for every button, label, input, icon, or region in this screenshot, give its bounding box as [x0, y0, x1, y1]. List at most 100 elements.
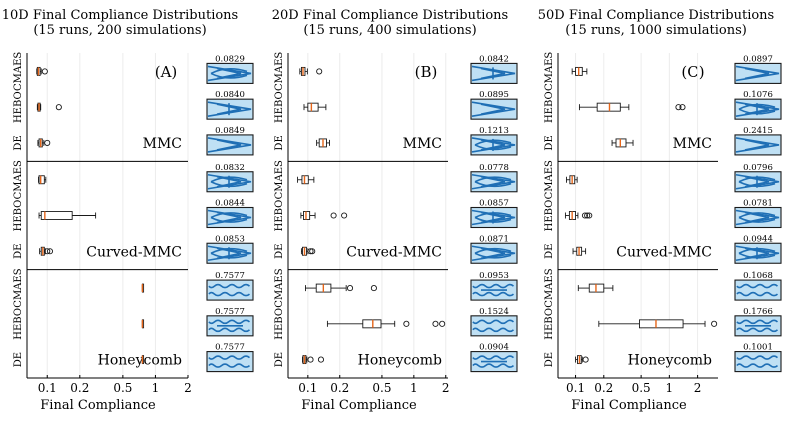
best-design-thumbnail	[206, 315, 254, 337]
best-design-thumbnail	[470, 206, 518, 229]
thumbnail-stroke	[210, 252, 248, 259]
group-label: MMC	[673, 136, 712, 152]
best-design-thumbnail	[470, 279, 518, 301]
thumbnail-stroke	[208, 291, 251, 297]
row-label: CMAES	[544, 52, 555, 91]
best-design-thumbnail	[206, 242, 254, 264]
group-label: MMC	[403, 136, 442, 152]
row-label: HEBO	[274, 200, 285, 232]
best-design-thumbnail	[734, 279, 782, 301]
x-tick-label: 0.5	[113, 381, 132, 395]
thumbnail-stroke	[474, 247, 512, 254]
row-label: DE	[274, 135, 285, 150]
box	[307, 102, 319, 112]
x-tick-label: 0.1	[38, 381, 57, 395]
row-label: CMAES	[544, 268, 555, 307]
row-label: HEBO	[13, 200, 24, 232]
outlier-point	[346, 285, 354, 292]
row-label: HEBO	[544, 308, 555, 340]
thumbnail-stroke	[474, 139, 512, 146]
row-label: DE	[13, 352, 24, 367]
thumbnail-stroke	[738, 216, 776, 223]
best-design-thumbnail	[470, 315, 518, 337]
thumbnail-stroke	[216, 175, 242, 188]
best-value-label: 0.0842	[479, 54, 509, 64]
thumbnail-stroke	[736, 291, 779, 297]
thumbnail-stroke	[210, 176, 248, 183]
row-label: CMAES	[274, 52, 285, 91]
row-label: CMAES	[274, 160, 285, 199]
best-design-thumbnail	[206, 98, 254, 120]
thumbnail-stroke	[738, 181, 776, 188]
row-label: DE	[544, 135, 555, 150]
panel-a: 10D Final Compliance Distributions (15 r…	[2, 8, 254, 413]
row-label: HEBO	[544, 91, 555, 123]
group-label: Honeycomb	[98, 353, 182, 369]
x-tick-label: 1	[410, 381, 418, 395]
best-value-label: 0.0844	[215, 199, 245, 209]
panel-c-xlabel: Final Compliance	[571, 398, 687, 413]
best-design-thumbnail	[734, 242, 782, 264]
x-tick-label: 0.2	[330, 381, 349, 395]
best-value-label: 0.0944	[743, 234, 773, 244]
best-value-label: 0.0953	[479, 271, 509, 281]
thumbnail-stroke	[216, 139, 242, 151]
thumbnail-stroke	[216, 67, 242, 80]
best-value-label: 0.0796	[743, 163, 773, 173]
group-label: Curved-MMC	[346, 244, 442, 260]
thumbnail-stroke	[216, 247, 242, 260]
thumbnail-stroke	[736, 355, 779, 360]
best-design-thumbnail	[734, 171, 782, 193]
thumbnail-stroke	[474, 176, 512, 183]
best-design-thumbnail	[734, 351, 782, 373]
outlier-point	[309, 248, 316, 255]
panel-c-label: (C)	[681, 63, 704, 81]
best-value-label: 0.0832	[215, 163, 245, 173]
row-label: HEBO	[274, 91, 285, 123]
row-label: HEBO	[13, 308, 24, 340]
thumbnail-stroke	[472, 363, 515, 368]
thumbnail-stroke	[744, 103, 770, 115]
best-value-label: 0.2415	[743, 126, 773, 136]
outlier-point	[307, 356, 314, 363]
x-tick-label: 2	[184, 381, 192, 395]
best-value-label: 0.0904	[479, 343, 509, 353]
thumbnail-stroke	[208, 283, 251, 289]
thumbnail-stroke	[210, 247, 248, 254]
box	[40, 211, 73, 220]
thumbnail-stroke	[210, 72, 248, 79]
thumbnail-stroke	[210, 68, 248, 75]
thumbnail-stroke	[744, 211, 770, 224]
outlier-point	[341, 212, 348, 219]
row-label: DE	[274, 352, 285, 367]
thumbnail-stroke	[480, 211, 506, 224]
thumbnail-stroke	[480, 103, 506, 115]
best-value-label: 0.0853	[215, 234, 245, 244]
best-value-label: 0.0897	[743, 54, 773, 64]
best-value-label: 0.0829	[215, 54, 245, 64]
thumbnail-stroke	[472, 291, 515, 297]
thumbnail-stroke	[208, 363, 251, 368]
row-label: DE	[13, 244, 24, 259]
thumbnail-stroke	[480, 175, 506, 188]
best-value-label: 0.1524	[479, 307, 509, 317]
panel-b: 20D Final Compliance Distributions (15 r…	[272, 8, 518, 413]
best-value-label: 0.0840	[215, 90, 245, 100]
best-value-label: 0.0895	[479, 90, 509, 100]
best-design-thumbnail	[470, 242, 518, 264]
best-value-label: 0.1076	[743, 90, 773, 100]
best-value-label: 0.7577	[215, 307, 245, 317]
outlier-point	[316, 68, 323, 75]
x-tick-label: 1	[152, 381, 160, 395]
thumbnail-stroke	[216, 211, 242, 224]
best-design-thumbnail	[206, 171, 254, 193]
row-label: DE	[13, 135, 24, 150]
panel-c-title: 50D Final Compliance Distributions	[538, 8, 774, 23]
thumbnail-stroke	[744, 67, 770, 80]
outlier-point	[711, 320, 718, 327]
thumbnail-stroke	[208, 319, 251, 325]
x-tick-label: 0.5	[372, 381, 391, 395]
thumbnail-frame	[470, 315, 518, 337]
thumbnail-stroke	[736, 283, 779, 289]
best-design-thumbnail	[734, 315, 782, 337]
